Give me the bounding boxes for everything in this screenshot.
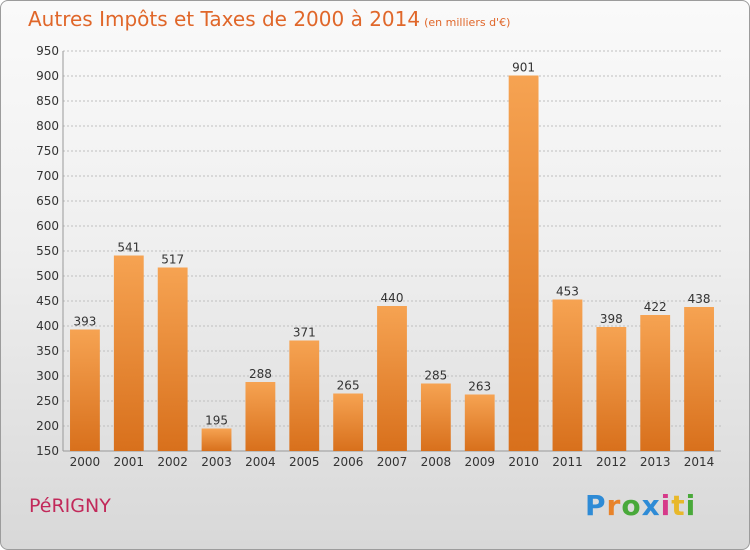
bar-value-label: 393	[73, 315, 96, 329]
bar-value-label: 440	[381, 291, 404, 305]
x-tick-label: 2005	[289, 455, 320, 469]
bar-value-label: 422	[644, 300, 667, 314]
y-tick-label: 950	[36, 44, 59, 58]
bar-value-label: 285	[424, 369, 447, 383]
y-axis-ticks: 150 200 250 300 350 400 450 500 550 600 650 700 750 8…	[36, 44, 59, 458]
bar-2014	[684, 307, 714, 451]
bar-value-label: 398	[600, 312, 623, 326]
bar-value-label: 438	[688, 292, 711, 306]
x-tick-label: 2004	[245, 455, 276, 469]
x-tick-label: 2011	[552, 455, 583, 469]
y-tick-label: 150	[36, 444, 59, 458]
bar-2001	[113, 255, 144, 451]
x-tick-label: 2002	[157, 455, 188, 469]
bar-2000	[70, 329, 100, 451]
bar-value-label: 541	[117, 241, 140, 255]
bar-2010	[508, 75, 539, 451]
x-tick-label: 2001	[114, 455, 145, 469]
y-tick-label: 650	[36, 194, 59, 208]
y-tick-label: 800	[36, 119, 59, 133]
bar-2009	[464, 394, 495, 451]
x-tick-label: 2010	[508, 455, 539, 469]
chart-title: Autres Impôts et Taxes de 2000 à 2014 (en…	[28, 7, 510, 31]
y-tick-label: 250	[36, 394, 59, 408]
chart-subtitle: (en milliers d'€)	[424, 16, 511, 29]
bar-2005	[289, 340, 320, 451]
logo-letter: i	[660, 489, 672, 522]
y-tick-label: 300	[36, 369, 59, 383]
bar-value-label: 517	[161, 253, 184, 267]
y-tick-label: 200	[36, 419, 59, 433]
y-tick-label: 900	[36, 69, 59, 83]
logo-letter: o	[621, 489, 642, 522]
bar-2007	[377, 306, 407, 451]
x-tick-label: 2012	[596, 455, 627, 469]
bar-value-label: 263	[468, 380, 491, 394]
bar-value-label: 265	[337, 379, 360, 393]
bar-2003	[201, 428, 232, 451]
logo-letter: P	[585, 489, 607, 522]
logo-letter: x	[641, 489, 661, 522]
commune-name: PéRIGNY	[29, 495, 111, 517]
bar-value-label: 195	[205, 414, 228, 428]
y-tick-label: 700	[36, 169, 59, 183]
x-tick-label: 2008	[421, 455, 452, 469]
bar-value-label: 901	[512, 61, 535, 75]
bar-value-label: 453	[556, 285, 579, 299]
y-tick-label: 600	[36, 219, 59, 233]
bar-value-label: 288	[249, 367, 272, 381]
x-tick-label: 2009	[464, 455, 495, 469]
logo-letter: i	[685, 489, 697, 522]
x-tick-label: 2014	[684, 455, 715, 469]
bars	[70, 75, 714, 451]
x-tick-label: 2003	[201, 455, 232, 469]
bar-2008	[420, 383, 451, 451]
y-tick-label: 450	[36, 294, 59, 308]
x-tick-label: 2000	[70, 455, 101, 469]
x-tick-label: 2013	[640, 455, 671, 469]
bar-2006	[333, 393, 364, 451]
y-tick-label: 350	[36, 344, 59, 358]
proxiti-logo: Proxiti	[585, 489, 696, 522]
y-tick-label: 500	[36, 269, 59, 283]
bar-2013	[640, 315, 671, 451]
y-tick-label: 400	[36, 319, 59, 333]
x-tick-label: 2006	[333, 455, 364, 469]
y-tick-label: 750	[36, 144, 59, 158]
value-labels: 393 541 517 195 288 371 265 440 285 263 901 453 398 4…	[73, 61, 710, 428]
logo-letter: t	[671, 489, 686, 522]
y-tick-label: 850	[36, 94, 59, 108]
chart-title-text: Autres Impôts et Taxes de 2000 à 2014	[28, 7, 421, 31]
bar-2002	[157, 267, 188, 451]
bar-2011	[552, 299, 583, 451]
logo-letter: r	[606, 489, 622, 522]
bar-2012	[596, 327, 627, 451]
y-tick-label: 550	[36, 244, 59, 258]
x-tick-label: 2007	[377, 455, 408, 469]
bar-value-label: 371	[293, 326, 316, 340]
bar-2004	[245, 382, 276, 451]
x-axis-ticks: 2000 2001 2002 2003 2004 2005 2006 2007 2008 2009…	[70, 455, 715, 469]
